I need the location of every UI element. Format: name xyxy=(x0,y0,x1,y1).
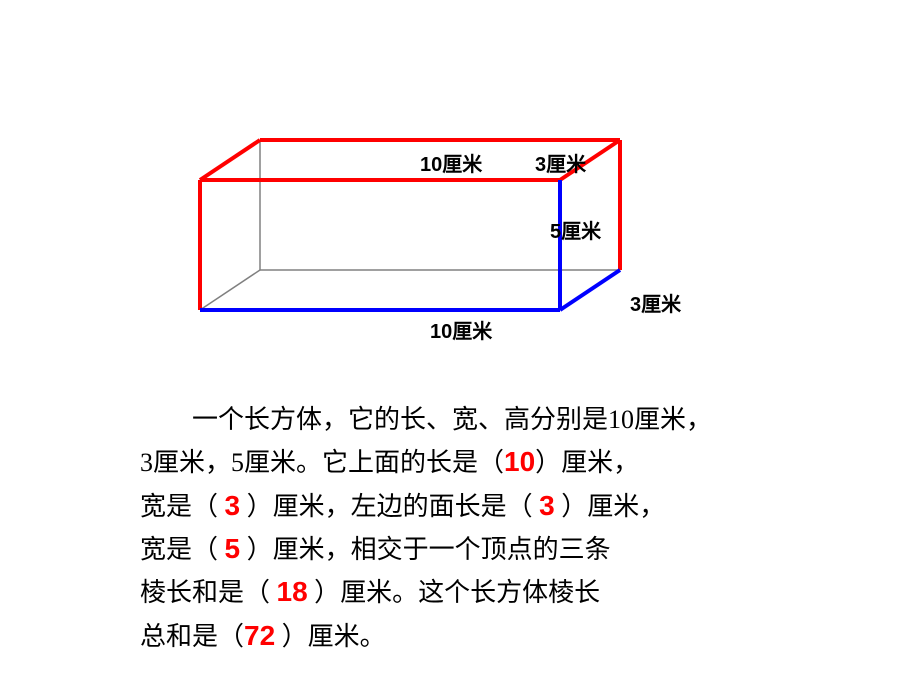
ans-left-length: 3 xyxy=(539,490,555,521)
t2a: 3厘米，5厘米。它上面的长是（ xyxy=(140,448,504,477)
t6b: ）厘米。 xyxy=(275,622,386,651)
t3c: ）厘米， xyxy=(555,492,666,521)
t3b: ）厘米，左边的面长是（ xyxy=(240,492,539,521)
label-bottom-width: 3厘米 xyxy=(630,288,681,317)
ans-top-length: 10 xyxy=(504,446,535,477)
ans-left-width: 5 xyxy=(225,533,241,564)
label-bottom-length: 10厘米 xyxy=(430,315,492,344)
ans-total-edges: 72 xyxy=(244,620,275,651)
t5b: ）厘米。这个长方体棱长 xyxy=(308,578,601,607)
problem-text: 一个长方体，它的长、宽、高分别是10厘米， 3厘米，5厘米。它上面的长是（10）… xyxy=(140,400,820,657)
t5a: 棱长和是（ xyxy=(140,578,277,607)
label-top-length: 10厘米 xyxy=(420,148,482,177)
label-height: 5厘米 xyxy=(550,215,601,244)
t3a: 宽是（ xyxy=(140,492,225,521)
cuboid-diagram: 10厘米 3厘米 5厘米 10厘米 3厘米 xyxy=(180,130,700,360)
ans-vertex-sum: 18 xyxy=(277,576,308,607)
ans-top-width: 3 xyxy=(225,490,241,521)
t1a: 一个长方体，它的长、宽、高分别是10厘米， xyxy=(140,405,712,434)
t4b: ）厘米，相交于一个顶点的三条 xyxy=(240,535,611,564)
t2b: ）厘米， xyxy=(535,448,639,477)
t4a: 宽是（ xyxy=(140,535,225,564)
t6a: 总和是（ xyxy=(140,622,244,651)
label-top-width: 3厘米 xyxy=(535,148,586,177)
